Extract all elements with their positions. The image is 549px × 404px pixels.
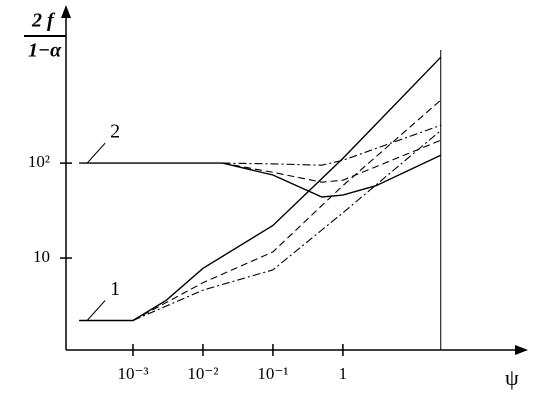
y-arrow <box>61 5 71 18</box>
leader-line <box>86 142 106 164</box>
leader-line <box>86 300 106 321</box>
curve-label: 2 <box>110 121 120 143</box>
x-tick-label: 10⁻² <box>187 364 218 383</box>
series-line <box>79 154 441 198</box>
x-tick-label: 10⁻³ <box>117 364 148 383</box>
curve-label: 1 <box>110 278 120 300</box>
series-line <box>79 56 442 322</box>
y-tick-label: 10² <box>28 152 50 171</box>
series-line <box>222 124 441 166</box>
series-line <box>222 139 441 183</box>
y-label-numerator: 2 f <box>31 10 56 32</box>
series-line <box>132 99 442 321</box>
x-tick-label: 10⁻¹ <box>257 364 288 383</box>
x-arrow <box>515 345 528 355</box>
series-line <box>132 130 442 322</box>
x-label: ψ <box>505 365 519 390</box>
x-tick-label: 1 <box>339 364 348 383</box>
y-label-denominator: 1−α <box>28 40 62 62</box>
y-tick-label: 10 <box>33 247 50 266</box>
axes <box>65 14 520 351</box>
